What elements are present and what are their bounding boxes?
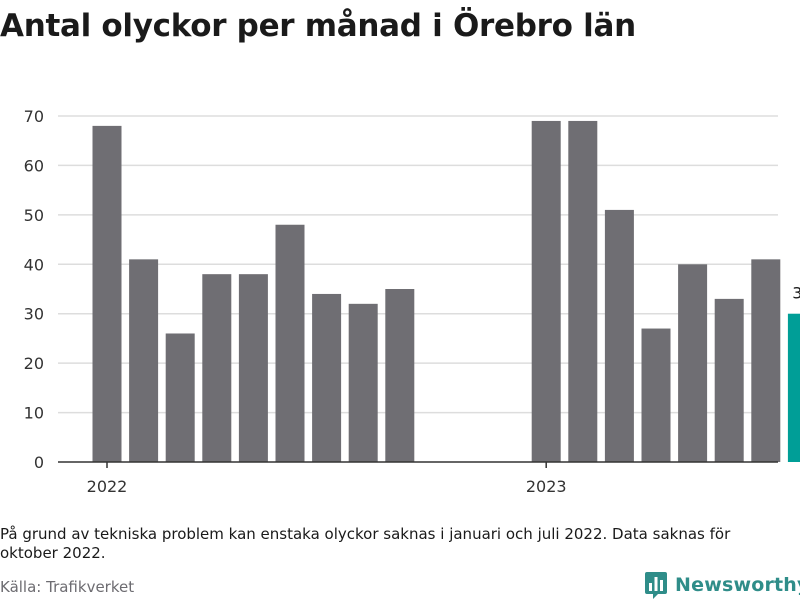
bar-2023-04 (641, 328, 671, 462)
y-axis-tick-labels: 0 10 20 30 40 50 60 70 (24, 107, 44, 472)
bar-2022-04 (202, 274, 232, 462)
bar-2023-03 (604, 209, 634, 462)
y-tick-label: 60 (24, 156, 44, 175)
brand-name: Newsworthy (675, 574, 800, 596)
bar-2022-07 (312, 293, 342, 462)
bar-2023-05 (678, 264, 708, 462)
y-tick-label: 70 (24, 107, 44, 126)
bar-2023-07 (751, 259, 781, 462)
data-label: 30 (792, 284, 800, 303)
bar-2022-01 (92, 125, 122, 462)
bar-2022-08 (348, 303, 378, 462)
bar-chart: 0 10 20 30 40 50 60 70 2022 2023 30 (24, 107, 800, 496)
x-tick-label: 2023 (526, 477, 567, 496)
chart-title: Antal olyckor per månad i Örebro län (0, 8, 636, 44)
source-label: Källa: Trafikverket (0, 578, 135, 596)
bar-2023-08 (787, 313, 800, 462)
bar-2023-06 (714, 298, 744, 462)
brand-logo: Newsworthy (645, 570, 800, 600)
bar-2022-05 (238, 274, 268, 462)
y-tick-label: 10 (24, 404, 44, 423)
data-labels: 30 (792, 284, 800, 303)
bars (92, 120, 800, 462)
x-tick-label: 2022 (87, 477, 128, 496)
bar-2023-01 (531, 120, 561, 462)
y-tick-label: 30 (24, 305, 44, 324)
y-tick-label: 50 (24, 206, 44, 225)
bar-2022-02 (129, 259, 159, 462)
footnote: På grund av tekniska problem kan enstaka… (0, 525, 731, 562)
bar-chart-speech-icon (645, 572, 667, 599)
y-tick-label: 20 (24, 354, 44, 373)
y-tick-label: 40 (24, 255, 44, 274)
x-axis-ticks: 2022 2023 (87, 462, 567, 496)
bar-2023-02 (568, 120, 598, 462)
y-tick-label: 0 (34, 453, 44, 472)
bar-2022-03 (165, 333, 195, 462)
bar-2022-09 (385, 289, 415, 462)
bar-2022-06 (275, 224, 305, 462)
